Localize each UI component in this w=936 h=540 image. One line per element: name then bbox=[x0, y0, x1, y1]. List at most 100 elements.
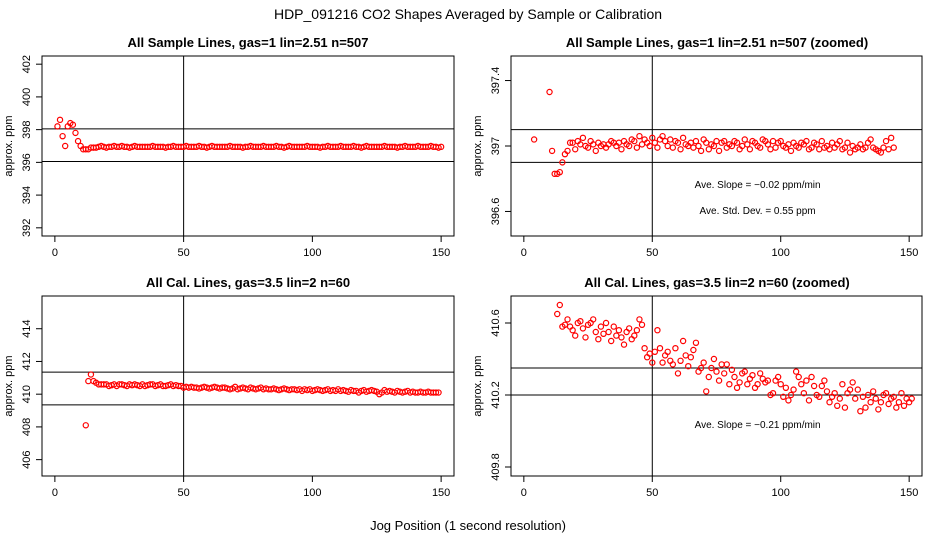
data-point bbox=[816, 393, 823, 400]
data-point bbox=[667, 136, 674, 143]
data-point bbox=[679, 337, 687, 345]
data-point bbox=[72, 129, 79, 137]
y-tick-label: 396 bbox=[21, 153, 33, 171]
data-point bbox=[618, 146, 625, 153]
panel-title: All Sample Lines, gas=1 lin=2.51 n=507 bbox=[128, 35, 369, 50]
data-point bbox=[864, 391, 872, 399]
data-point bbox=[808, 373, 815, 381]
data-point bbox=[823, 388, 831, 395]
data-point bbox=[584, 144, 592, 151]
data-point bbox=[703, 388, 710, 395]
x-tick-label: 0 bbox=[52, 487, 58, 499]
x-tick-label: 100 bbox=[303, 487, 321, 499]
data-point bbox=[813, 141, 820, 148]
data-point bbox=[885, 400, 892, 408]
data-point bbox=[633, 327, 641, 334]
y-tick-label: 412 bbox=[21, 352, 33, 370]
plot-area: 0 50 100 150 396.6 397 397.4 Ave. Slope = −0.02… bbox=[490, 55, 923, 259]
data-point bbox=[610, 323, 617, 330]
y-tick-label: 409.8 bbox=[490, 453, 502, 481]
data-point bbox=[869, 388, 877, 395]
data-point bbox=[741, 368, 748, 375]
data-point bbox=[597, 323, 605, 330]
data-point bbox=[710, 142, 718, 150]
data-point bbox=[795, 144, 802, 151]
data-point bbox=[821, 377, 828, 384]
data-point bbox=[780, 393, 787, 400]
data-point bbox=[834, 402, 841, 409]
data-point bbox=[787, 147, 795, 155]
data-point bbox=[831, 390, 838, 397]
data-point bbox=[646, 142, 653, 150]
data-point bbox=[777, 137, 784, 145]
data-point bbox=[437, 143, 445, 151]
data-point bbox=[744, 381, 751, 388]
data-point bbox=[749, 372, 756, 379]
data-point bbox=[590, 316, 597, 323]
plot-frame bbox=[41, 295, 455, 477]
data-point bbox=[708, 364, 715, 372]
data-point bbox=[790, 386, 797, 393]
data-point bbox=[715, 377, 723, 384]
data-point bbox=[577, 318, 584, 325]
data-point bbox=[803, 137, 810, 145]
y-tick-label: 398 bbox=[21, 120, 33, 138]
data-point bbox=[895, 399, 903, 406]
data-point bbox=[638, 321, 646, 328]
plot-area: 0 50 100 150 392 394 396 398 400 402 bbox=[21, 55, 455, 259]
data-point bbox=[867, 399, 874, 406]
annotation: Ave. Slope = −0.21 ppm/min bbox=[695, 420, 821, 431]
data-point bbox=[849, 379, 856, 386]
x-tick-label: 100 bbox=[303, 247, 321, 259]
data-point bbox=[695, 142, 702, 150]
data-point bbox=[530, 136, 538, 143]
data-point bbox=[764, 377, 772, 384]
data-point bbox=[572, 146, 579, 153]
data-point bbox=[890, 393, 897, 400]
data-point bbox=[435, 389, 442, 396]
x-tick-label: 0 bbox=[521, 487, 527, 499]
data-point bbox=[898, 390, 905, 397]
data-point bbox=[631, 137, 638, 145]
data-point bbox=[723, 361, 730, 368]
data-point bbox=[792, 368, 800, 375]
data-point bbox=[841, 144, 849, 151]
data-point bbox=[579, 134, 587, 142]
data-point bbox=[654, 144, 661, 151]
x-tick-label: 50 bbox=[646, 487, 658, 499]
data-point bbox=[774, 373, 782, 381]
y-tick-label: 397.4 bbox=[490, 67, 502, 95]
x-tick-label: 150 bbox=[432, 487, 450, 499]
data-point bbox=[700, 359, 707, 366]
x-tick-label: 50 bbox=[178, 487, 190, 499]
data-point bbox=[651, 139, 659, 146]
data-point bbox=[674, 370, 682, 377]
data-point bbox=[705, 146, 712, 153]
panel-sample-lines-zoomed: All Sample Lines, gas=1 lin=2.51 n=507 (… bbox=[472, 35, 923, 259]
data-point bbox=[841, 404, 849, 411]
data-point bbox=[733, 139, 741, 146]
data-point bbox=[777, 381, 784, 388]
data-point bbox=[867, 136, 874, 143]
y-tick-label: 394 bbox=[21, 186, 33, 204]
y-tick-label: 402 bbox=[21, 55, 33, 73]
panel-title: All Sample Lines, gas=1 lin=2.51 n=507 (… bbox=[566, 35, 868, 50]
data-point bbox=[808, 144, 815, 151]
data-point bbox=[649, 359, 656, 366]
data-point bbox=[672, 345, 679, 352]
data-point bbox=[85, 377, 92, 385]
data-point bbox=[592, 147, 599, 155]
x-tick-label: 50 bbox=[178, 247, 190, 259]
data-point bbox=[880, 144, 887, 151]
data-point bbox=[885, 146, 892, 153]
data-point bbox=[887, 134, 895, 142]
data-point bbox=[432, 389, 440, 396]
data-point bbox=[697, 364, 705, 372]
panel-sample-lines: All Sample Lines, gas=1 lin=2.51 n=507 a… bbox=[3, 35, 455, 259]
data-point bbox=[636, 132, 643, 140]
data-point bbox=[546, 88, 553, 96]
data-point bbox=[82, 422, 89, 429]
data-point bbox=[769, 137, 777, 145]
data-point bbox=[710, 355, 718, 363]
data-point bbox=[607, 337, 615, 345]
